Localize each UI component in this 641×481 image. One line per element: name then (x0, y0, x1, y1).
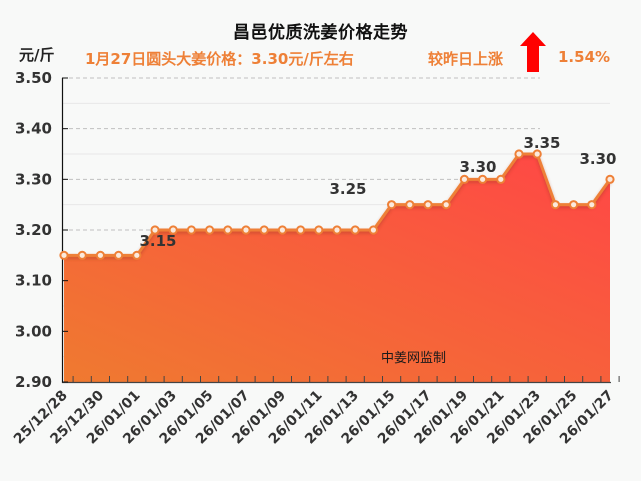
data-point (569, 200, 579, 210)
data-point (132, 250, 142, 260)
data-point (605, 174, 615, 184)
data-point (150, 225, 160, 235)
area-fill (64, 154, 610, 382)
data-point (186, 225, 196, 235)
up-arrow-icon (520, 32, 546, 76)
y-tick-label: 3.30 (15, 170, 52, 188)
data-point (532, 149, 542, 159)
change-percent: 1.54% (558, 48, 611, 66)
watermark: 中姜网监制 (381, 351, 446, 366)
price-summary: 1月27日圆头大姜价格：3.30元/斤左右 (85, 50, 354, 68)
data-point (314, 225, 324, 235)
y-tick-label: 3.10 (15, 272, 52, 290)
data-label: 3.30 (579, 150, 616, 168)
data-point (587, 200, 597, 210)
data-point (405, 200, 415, 210)
data-labels: 3.15 3.25 3.30 3.35 3.30 (139, 134, 616, 250)
data-point (423, 200, 433, 210)
y-tick-label: 3.20 (15, 221, 52, 239)
data-point (114, 250, 124, 260)
data-point (514, 149, 524, 159)
y-tick-label: 3.50 (15, 69, 52, 87)
x-axis-ticks: 25/12/2825/12/3026/01/0126/01/0326/01/05… (11, 376, 620, 447)
data-point (368, 225, 378, 235)
data-point (168, 225, 178, 235)
data-point (387, 200, 397, 210)
y-tick-label: 2.90 (15, 373, 52, 391)
data-points (59, 149, 615, 260)
y-axis-unit: 元/斤 (19, 46, 55, 64)
data-label: 3.30 (459, 158, 496, 176)
data-point (296, 225, 306, 235)
data-point (223, 225, 233, 235)
data-label: 3.15 (139, 232, 176, 250)
data-point (241, 225, 251, 235)
data-label: 3.35 (523, 134, 560, 152)
data-point (496, 174, 506, 184)
y-axis-ticks: 3.50 3.40 3.30 3.20 3.10 3.00 2.90 (15, 69, 68, 391)
data-label: 3.25 (329, 180, 366, 198)
change-label: 较昨日上涨 (428, 50, 504, 68)
data-point (332, 225, 342, 235)
data-point (59, 250, 69, 260)
chart-title: 昌邑优质洗姜价格走势 (233, 23, 408, 43)
data-point (205, 225, 215, 235)
data-point (550, 200, 561, 210)
y-tick-label: 3.40 (15, 120, 52, 138)
y-tick-label: 3.00 (15, 322, 52, 340)
data-point (77, 250, 87, 260)
data-point (277, 225, 287, 235)
data-point (259, 225, 269, 235)
data-point (95, 250, 106, 260)
data-point (441, 200, 451, 210)
data-point (459, 174, 469, 184)
data-point (478, 174, 488, 184)
data-point (350, 225, 360, 235)
